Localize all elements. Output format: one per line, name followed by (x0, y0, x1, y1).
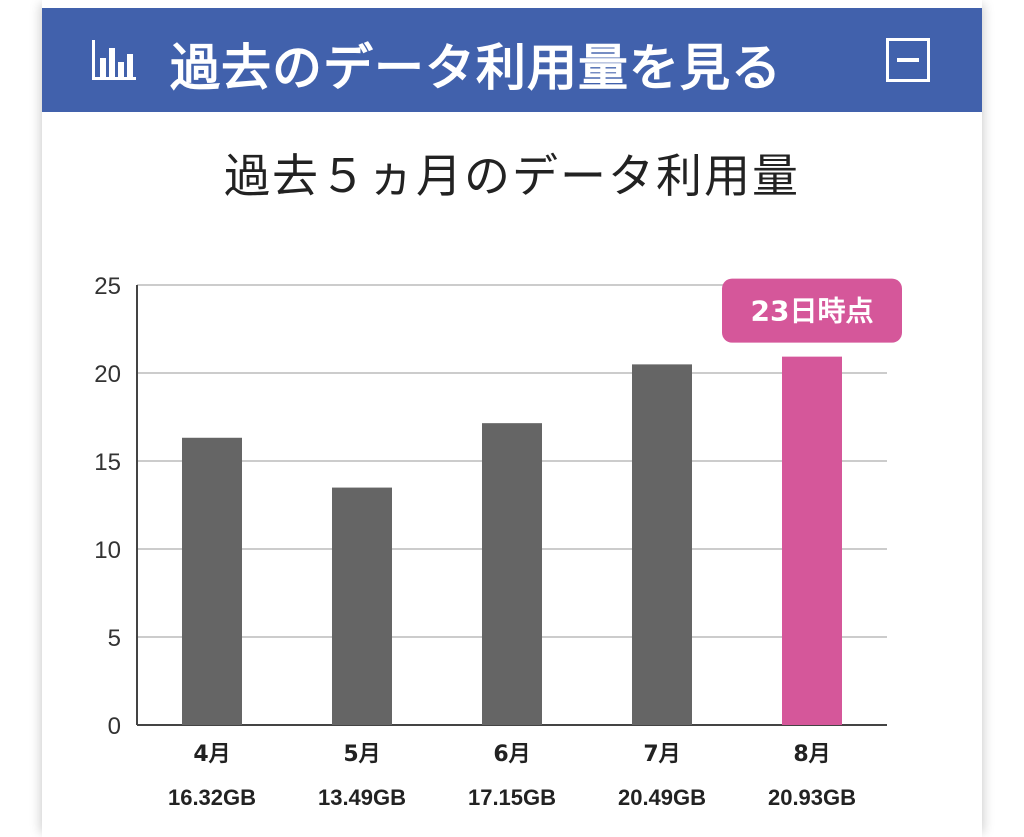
value-label: 13.49GB (318, 785, 406, 810)
y-tick-label: 5 (108, 625, 121, 652)
bar (632, 364, 692, 725)
y-tick-label: 0 (108, 713, 121, 740)
x-tick-label: 6月 (493, 742, 530, 767)
value-label: 16.32GB (168, 785, 256, 810)
x-tick-label: 8月 (793, 742, 830, 767)
collapse-button[interactable] (886, 38, 930, 82)
value-label: 20.49GB (618, 785, 706, 810)
bar (482, 423, 542, 725)
bar-chart: 0 5 10 15 20 25 4月 16.32GB 5月 13.49GB 6月 17.15GB 7月 2… (94, 273, 902, 810)
chart-title: 過去５ヵ月のデータ利用量 (224, 149, 800, 203)
y-tick-label: 20 (94, 361, 121, 388)
bar (782, 356, 842, 725)
data-usage-card: 過去のデータ利用量を見る 過去５ヵ月のデータ利用量 0 5 10 15 20 25 4月 16… (42, 0, 982, 837)
highlight-badge-label: 23日時点 (751, 295, 874, 328)
x-tick-label: 4月 (193, 742, 230, 767)
x-tick-label: 7月 (643, 742, 680, 767)
header-title: 過去のデータ利用量を見る (170, 39, 782, 97)
y-tick-label: 25 (94, 273, 121, 300)
minus-icon (897, 58, 919, 62)
y-tick-label: 10 (94, 537, 121, 564)
bar (332, 487, 392, 725)
x-tick-label: 5月 (343, 742, 380, 767)
value-label: 17.15GB (468, 785, 556, 810)
bar (182, 437, 242, 725)
value-label: 20.93GB (768, 785, 856, 810)
bar-chart-icon (92, 40, 136, 80)
y-tick-label: 15 (94, 449, 121, 476)
card-header[interactable]: 過去のデータ利用量を見る (42, 8, 982, 112)
highlight-badge (722, 278, 902, 343)
